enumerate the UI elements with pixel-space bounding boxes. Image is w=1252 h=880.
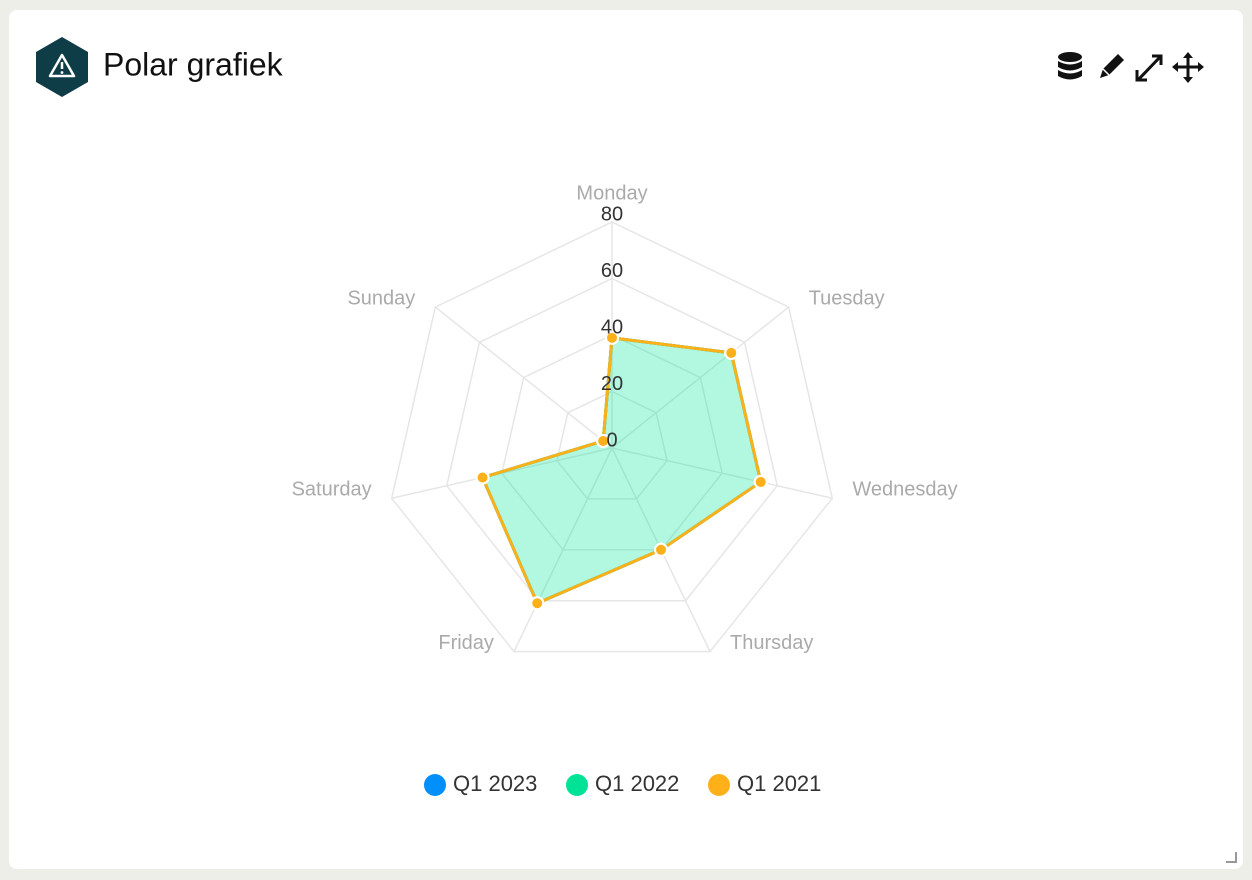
r-tick-label: 0	[606, 429, 617, 451]
header-icon	[36, 37, 88, 97]
legend-item[interactable]: Q1 2021	[708, 771, 821, 796]
category-label: Monday	[576, 182, 647, 204]
legend-swatch	[566, 774, 588, 796]
legend-swatch	[708, 774, 730, 796]
resize-handle[interactable]	[1226, 852, 1237, 863]
data-point	[605, 330, 619, 345]
legend-swatch	[424, 774, 446, 796]
grid-ring	[390, 221, 834, 653]
data-point	[654, 542, 669, 557]
legend-label: Q1 2021	[737, 771, 821, 796]
r-tick-label: 20	[601, 373, 623, 395]
category-label: Wednesday	[852, 479, 957, 501]
category-label: Thursday	[730, 632, 813, 654]
grid-ring	[445, 277, 779, 602]
edit-button[interactable]	[1100, 54, 1124, 78]
expand-button[interactable]	[1135, 54, 1163, 82]
toolbar	[1058, 52, 1204, 83]
spoke	[611, 447, 833, 500]
spoke	[434, 306, 613, 449]
legend-item[interactable]: Q1 2023	[424, 771, 537, 796]
data-button[interactable]	[1058, 52, 1082, 80]
r-tick-label: 80	[601, 203, 623, 225]
legend: Q1 2023 Q1 2022 Q1 2021	[424, 771, 821, 796]
grid-ring	[556, 390, 668, 500]
legend-label: Q1 2023	[453, 771, 537, 796]
chart: Monday Tuesday Wednesday Thursday Friday Satu…	[292, 182, 958, 796]
data-point	[530, 596, 545, 611]
spoke	[513, 447, 613, 652]
category-label: Tuesday	[809, 287, 885, 309]
card	[9, 10, 1243, 869]
data-point	[724, 345, 739, 360]
grid-ring	[501, 334, 723, 551]
category-label: Sunday	[347, 287, 415, 309]
legend-label: Q1 2022	[595, 771, 679, 796]
data-point	[596, 433, 611, 448]
move-button[interactable]	[1172, 52, 1204, 83]
data-point	[475, 470, 490, 485]
legend-item[interactable]: Q1 2022	[566, 771, 679, 796]
card-title: Polar grafiek	[103, 46, 284, 82]
category-label: Friday	[438, 632, 494, 654]
series-shape	[481, 336, 763, 605]
spoke	[611, 306, 790, 449]
r-tick-label: 60	[601, 260, 623, 282]
data-point	[753, 474, 768, 489]
category-label: Saturday	[292, 479, 372, 501]
r-tick-label: 40	[601, 316, 623, 338]
